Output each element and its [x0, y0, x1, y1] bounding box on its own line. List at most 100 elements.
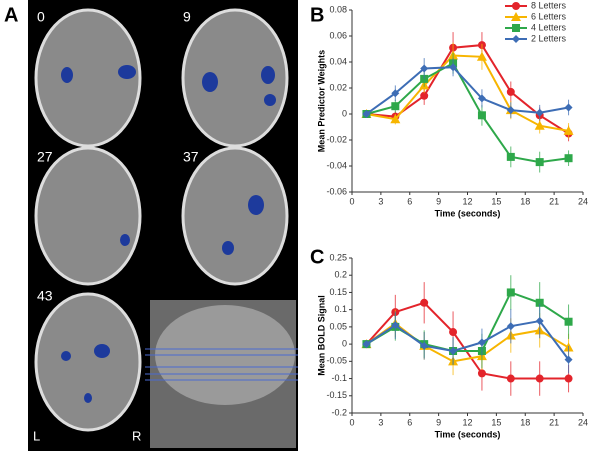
marker — [362, 340, 371, 349]
marker — [535, 317, 544, 326]
x-tick-label: 0 — [349, 196, 354, 206]
marker — [391, 321, 400, 330]
marker — [449, 347, 458, 355]
marker — [390, 114, 401, 124]
brain-slice — [34, 146, 142, 286]
y-tick-label: 0.25 — [329, 252, 347, 262]
marker — [477, 338, 486, 347]
brain-slice — [181, 146, 289, 286]
marker — [535, 374, 544, 383]
x-tick-label: 12 — [462, 417, 472, 427]
marker — [420, 64, 429, 73]
series-line — [365, 301, 569, 380]
y-tick-label: 0.02 — [329, 82, 347, 92]
activation-blobs — [61, 65, 276, 403]
x-tick-label: 3 — [378, 417, 383, 427]
marker — [362, 110, 371, 118]
panel-label: C — [310, 246, 324, 268]
y-tick-label: 0.08 — [329, 4, 347, 14]
marker — [564, 317, 573, 326]
x-tick-label: 21 — [549, 417, 559, 427]
marker — [477, 369, 486, 378]
marker — [535, 108, 544, 117]
y-tick-label: 0.04 — [329, 56, 347, 66]
y-axis-label: Mean BOLD Signal — [316, 295, 326, 376]
marker — [506, 152, 515, 161]
slice-label: 27 — [37, 149, 53, 165]
legend-label: 6 Letters — [531, 11, 567, 21]
y-tick-label: -0.15 — [326, 390, 347, 400]
series-line — [366, 61, 569, 164]
legend-marker — [512, 2, 520, 10]
y-tick-label: 0.2 — [334, 270, 347, 280]
slice-label: 43 — [37, 288, 53, 304]
brain-slice — [34, 8, 142, 148]
series-line — [366, 54, 569, 132]
marker — [535, 158, 544, 167]
marker — [420, 91, 429, 100]
panel-label: A — [4, 4, 18, 26]
x-tick-label: 15 — [491, 196, 501, 206]
side-label: R — [132, 428, 141, 443]
x-tick-label: 6 — [407, 196, 412, 206]
marker — [506, 87, 515, 96]
legend-marker — [511, 12, 521, 21]
marker — [506, 106, 515, 115]
marker — [564, 103, 573, 112]
brain-panel: 0 9 27 37 43 L R — [28, 0, 298, 451]
y-tick-label: -0.06 — [326, 186, 347, 196]
marker — [477, 94, 486, 103]
marker — [506, 374, 515, 383]
y-tick-label: 0.06 — [329, 30, 347, 40]
marker — [420, 341, 429, 350]
marker — [564, 355, 573, 364]
y-tick-label: -0.04 — [326, 160, 347, 170]
x-tick-label: 9 — [436, 196, 441, 206]
x-tick-label: 18 — [520, 196, 530, 206]
slice-label: 0 — [37, 9, 45, 25]
x-tick-label: 21 — [549, 196, 559, 206]
y-axis-label: Mean Predictor Weights — [316, 50, 326, 152]
marker — [535, 298, 544, 307]
slice-label: 37 — [183, 149, 199, 165]
x-tick-label: 3 — [378, 196, 383, 206]
y-tick-label: -0.1 — [331, 373, 347, 383]
slice-lines — [145, 348, 298, 381]
x-tick-label: 9 — [436, 417, 441, 427]
marker — [391, 102, 400, 111]
x-tick-label: 18 — [520, 417, 530, 427]
x-tick-label: 15 — [491, 417, 501, 427]
marker — [476, 51, 487, 61]
marker — [477, 111, 486, 120]
legend-label: 4 Letters — [531, 22, 567, 32]
marker — [534, 120, 545, 130]
brain-slice — [34, 292, 142, 432]
y-tick-label: -0.2 — [331, 407, 347, 417]
marker — [506, 288, 515, 297]
y-tick-label: 0 — [342, 338, 347, 348]
x-tick-label: 12 — [462, 196, 472, 206]
legend-marker — [512, 35, 520, 43]
slice-label: 9 — [183, 9, 191, 25]
series-line — [365, 66, 569, 115]
marker — [420, 298, 429, 307]
x-tick-label: 0 — [349, 417, 354, 427]
legend-marker — [512, 24, 520, 32]
legend-label: 2 Letters — [531, 33, 567, 43]
y-tick-label: -0.02 — [326, 134, 347, 144]
legend-label: 8 Letters — [531, 0, 567, 10]
side-label: L — [33, 428, 40, 443]
marker — [563, 125, 574, 135]
marker — [449, 328, 458, 337]
y-tick-label: 0.05 — [329, 321, 347, 331]
series-line — [365, 319, 570, 361]
x-axis-label: Time (seconds) — [435, 208, 501, 218]
marker — [564, 154, 573, 163]
x-tick-label: 24 — [578, 196, 588, 206]
y-tick-label: 0.1 — [334, 304, 347, 314]
brain-slice — [181, 8, 289, 148]
marker — [391, 89, 400, 98]
marker — [449, 63, 458, 72]
x-tick-label: 24 — [578, 417, 588, 427]
